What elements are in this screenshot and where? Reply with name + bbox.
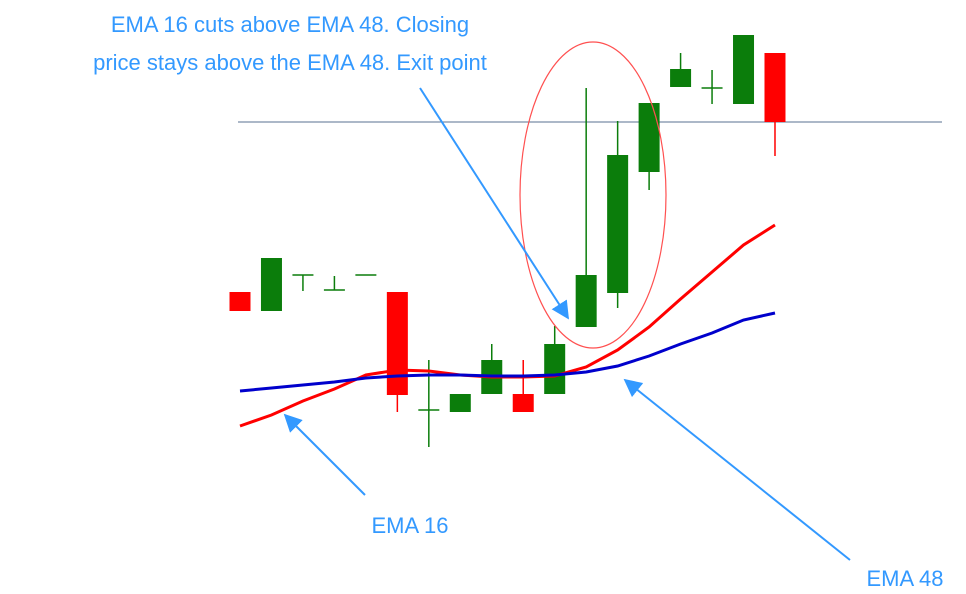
candle-body [386,292,408,395]
candle-body [575,275,597,327]
candle-body [733,35,755,104]
arrow [623,378,851,561]
ema-line [239,223,776,428]
candle-body [638,103,660,172]
annotation: EMA 16 cuts above EMA 48. Closing [111,12,469,37]
legend-label: EMA 16 [371,513,448,538]
candle-body [260,258,282,311]
ema-line [239,311,776,393]
candle-body [544,344,566,394]
candle-body [764,53,786,122]
candle-body [449,394,471,412]
candle-body [512,394,534,412]
arrow [283,413,366,496]
candle-body [670,69,692,87]
candle-body [229,292,251,311]
arrow [419,87,569,320]
annotation: price stays above the EMA 48. Exit point [93,50,487,75]
highlight-ellipse [519,41,667,349]
candle-body [607,155,629,293]
legend-label: EMA 48 [866,566,943,591]
